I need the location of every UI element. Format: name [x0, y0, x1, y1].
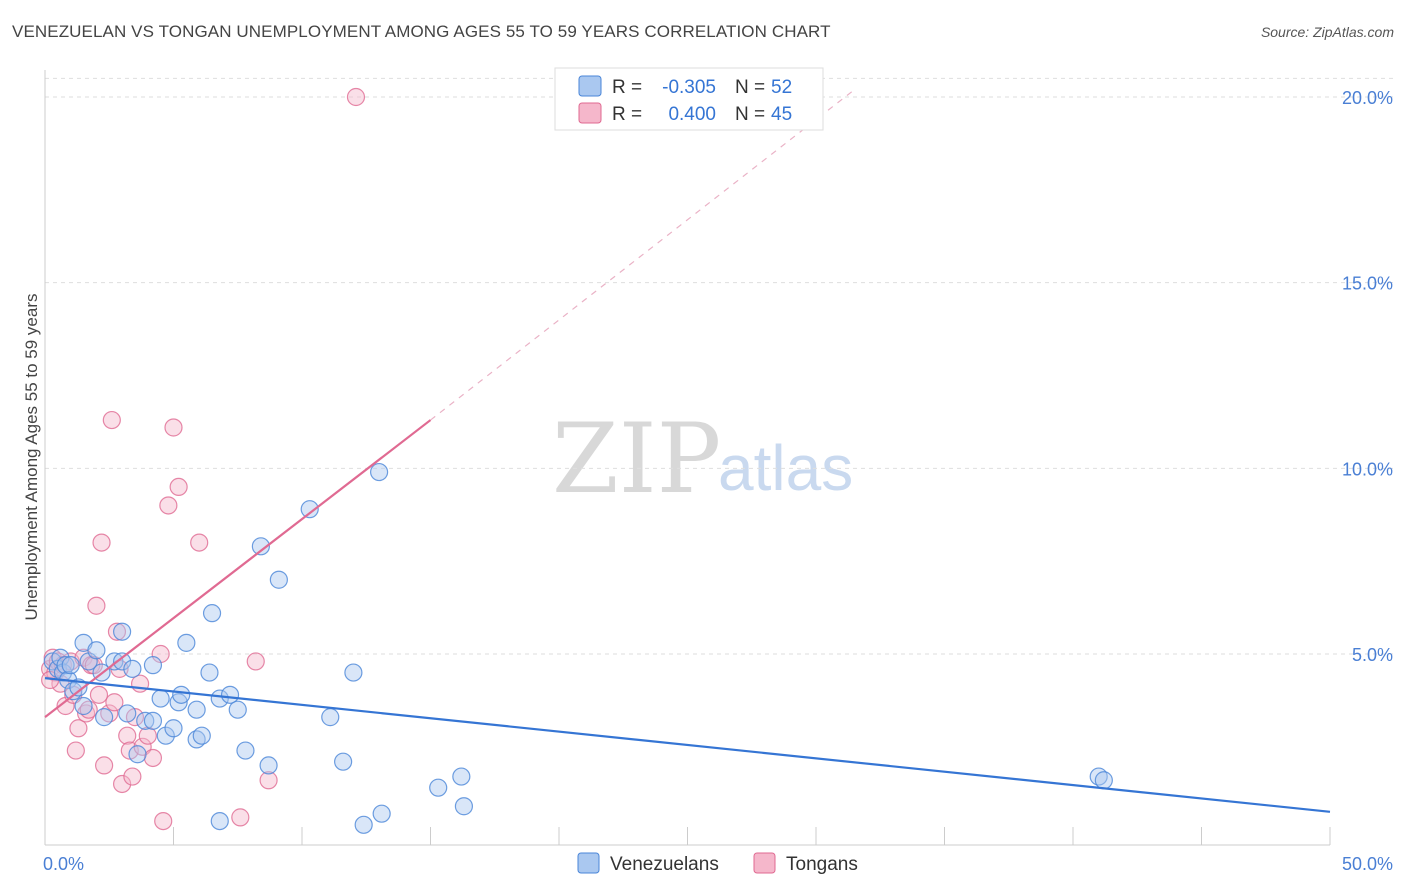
- tongans-trend-line: [44, 419, 432, 718]
- legend-n-label-2: N =: [735, 104, 765, 125]
- tongans-point: [159, 496, 178, 515]
- tongans-point: [259, 771, 278, 790]
- y-tick-label: 10.0%: [1342, 459, 1393, 479]
- venezuelans-point: [300, 500, 319, 519]
- bottom-legend-swatch-venezuelans: [577, 852, 600, 874]
- source-label: Source: ZipAtlas.com: [1260, 24, 1394, 40]
- venezuelans-point: [259, 756, 278, 775]
- venezuelans-point: [236, 741, 255, 760]
- tongans-point: [246, 652, 265, 671]
- watermark-zip: ZIP: [552, 403, 721, 515]
- legend-n-label-1: N =: [735, 77, 765, 98]
- venezuelans-point: [354, 815, 373, 834]
- venezuelans-point: [143, 656, 163, 675]
- venezuelans-point: [151, 689, 170, 708]
- tongans-trend-extension: [430, 89, 855, 421]
- tongans-point: [154, 811, 173, 831]
- venezuelans-point: [95, 708, 114, 727]
- venezuelans-point: [228, 700, 247, 719]
- venezuelans-point: [112, 652, 132, 671]
- venezuelans-point: [200, 663, 219, 682]
- venezuelans-point: [56, 656, 75, 675]
- legend-r-label-1: R =: [612, 77, 642, 98]
- venezuelans-point: [112, 622, 132, 641]
- x-tick-label-max: 50.0%: [1342, 854, 1393, 874]
- y-tick-label: 5.0%: [1352, 645, 1393, 665]
- bottom-legend-venezuelans: Venezuelans: [610, 854, 719, 875]
- venezuelans-point: [210, 811, 229, 831]
- venezuelans-point: [334, 752, 353, 771]
- tongans-point: [112, 774, 132, 794]
- venezuelans-point: [251, 537, 270, 556]
- legend-n-value-2: 45: [771, 104, 792, 125]
- venezuelans-point: [128, 745, 147, 764]
- venezuelans-point: [210, 689, 229, 708]
- bottom-legend-tongans: Tongans: [786, 854, 858, 875]
- x-tick-label-min: 0.0%: [43, 854, 84, 874]
- venezuelans-point: [220, 685, 240, 704]
- legend-swatch-venezuelans: [578, 75, 602, 97]
- y-tick-label: 20.0%: [1342, 88, 1393, 108]
- venezuelans-point: [69, 678, 88, 697]
- legend-swatch-tongans: [578, 102, 602, 124]
- tongans-point: [107, 622, 127, 641]
- venezuelans-trend-line: [44, 677, 1331, 813]
- venezuelans-point: [123, 659, 142, 678]
- legend-r-label-2: R =: [612, 104, 642, 125]
- venezuelans-point: [372, 804, 391, 823]
- venezuelans-point: [370, 462, 389, 482]
- data-points: [41, 87, 1331, 834]
- venezuelans-point: [187, 700, 206, 719]
- tongans-point: [231, 808, 250, 827]
- correlation-legend: R = -0.305 N = 52 R = 0.400 N = 45: [554, 67, 824, 131]
- venezuelans-point: [74, 696, 93, 716]
- venezuelans-point: [344, 663, 363, 682]
- tongans-point: [169, 477, 188, 496]
- tongans-point: [69, 719, 88, 738]
- legend-r-value-2: 0.400: [668, 104, 716, 125]
- venezuelans-point: [61, 656, 80, 675]
- tongans-point: [89, 685, 109, 704]
- venezuelans-point: [172, 685, 191, 704]
- venezuelans-point: [321, 708, 340, 727]
- bottom-legend-swatch-tongans: [753, 852, 776, 874]
- tongans-point: [190, 533, 209, 552]
- tongans-point: [95, 756, 114, 775]
- tongans-point: [123, 767, 142, 786]
- tongans-point: [143, 748, 163, 768]
- venezuelans-point: [156, 726, 175, 745]
- chart-title: VENEZUELAN VS TONGAN UNEMPLOYMENT AMONG …: [12, 22, 831, 41]
- series-legend: Venezuelans Tongans: [577, 852, 858, 875]
- legend-r-value-1: -0.305: [662, 77, 716, 98]
- venezuelans-point: [169, 693, 188, 712]
- tongans-point: [346, 87, 366, 107]
- venezuelans-point: [192, 726, 211, 745]
- y-tick-label: 15.0%: [1342, 274, 1393, 294]
- venezuelans-point: [269, 570, 288, 589]
- venezuelans-point: [202, 604, 222, 623]
- trend-lines: [430, 89, 855, 421]
- venezuelans-point: [118, 704, 137, 723]
- tongans-point: [105, 693, 124, 712]
- venezuelans-point: [454, 797, 474, 816]
- tongans-point: [87, 596, 106, 615]
- tongans-point: [164, 418, 183, 437]
- axes: 5.0% 10.0% 15.0% 20.0%: [44, 70, 1393, 846]
- venezuelans-point: [452, 767, 471, 786]
- venezuelans-point: [87, 641, 106, 660]
- venezuelans-point: [164, 719, 183, 738]
- tongans-point: [66, 741, 85, 760]
- tongans-point: [118, 726, 137, 745]
- venezuelans-point: [177, 633, 196, 652]
- venezuelans-point: [429, 778, 448, 797]
- tongans-point: [102, 410, 121, 430]
- tongans-point: [92, 533, 111, 552]
- grid-lines: [45, 77, 1395, 655]
- venezuelans-point: [1094, 771, 1113, 790]
- venezuelans-point: [143, 711, 163, 730]
- venezuelans-point: [136, 711, 155, 730]
- legend-n-value-1: 52: [771, 77, 792, 98]
- y-axis-label: Unemployment Among Ages 55 to 59 years: [22, 294, 41, 621]
